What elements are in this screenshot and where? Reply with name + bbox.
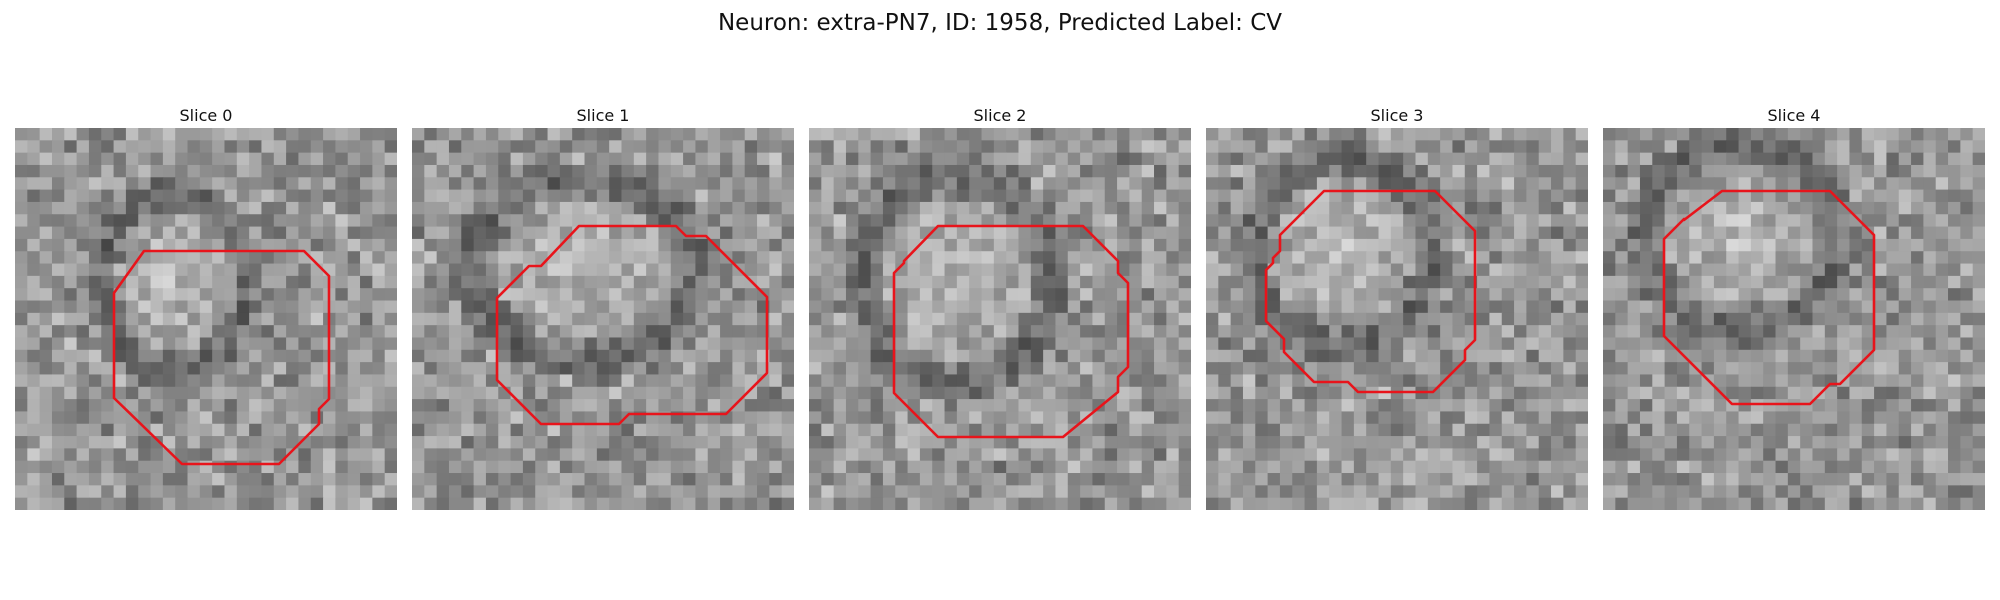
slice-panel-0: Slice 0	[15, 106, 397, 510]
slice-title-4: Slice 4	[1767, 106, 1821, 125]
slice-pixels-1	[412, 128, 794, 510]
figure-title: Neuron: extra-PN7, ID: 1958, Predicted L…	[717, 10, 1283, 36]
slice-pixels-3	[1206, 128, 1588, 510]
slice-title-0: Slice 0	[179, 106, 233, 125]
slice-contour-3	[1264, 189, 1477, 394]
slice-image-3	[1206, 128, 1588, 510]
slice-image-0	[15, 128, 397, 510]
slice-title-3: Slice 3	[1370, 106, 1424, 125]
slice-title-1: Slice 1	[576, 106, 630, 125]
slice-panel-3: Slice 3	[1206, 106, 1588, 510]
slice-image-4	[1603, 128, 1985, 510]
slice-title-2: Slice 2	[973, 106, 1027, 125]
slice-contour-4	[1662, 189, 1876, 406]
slice-panel-4: Slice 4	[1603, 106, 1985, 510]
slice-pixels-0	[15, 128, 397, 510]
slice-pixels-2	[809, 128, 1191, 510]
slice-image-1	[412, 128, 794, 510]
slice-contour-1	[495, 224, 769, 426]
slice-contour-2	[892, 224, 1130, 439]
slice-image-2	[809, 128, 1191, 510]
slice-panel-1: Slice 1	[412, 106, 794, 510]
slice-panel-2: Slice 2	[809, 106, 1191, 510]
slice-contour-0	[112, 249, 331, 466]
slice-pixels-4	[1603, 128, 1985, 510]
